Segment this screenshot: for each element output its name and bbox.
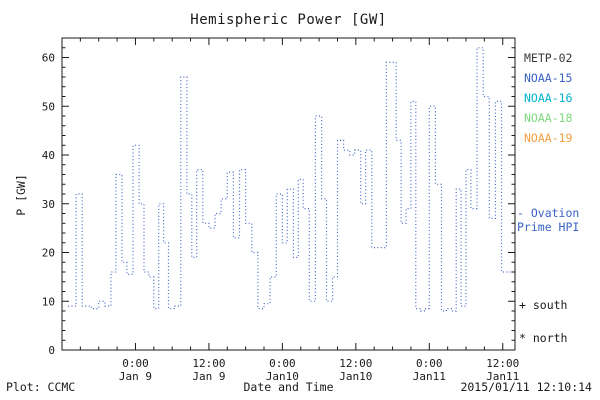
legend-item-noaa-16: NOAA-16 (524, 91, 573, 105)
svg-text:0:00: 0:00 (416, 357, 443, 370)
svg-text:50: 50 (42, 100, 55, 113)
svg-text:Jan 9: Jan 9 (192, 370, 225, 383)
svg-text:0:00: 0:00 (122, 357, 149, 370)
chart-title: Hemispheric Power [GW] (190, 12, 387, 28)
x-axis-label: Date and Time (243, 380, 334, 394)
svg-text:10: 10 (42, 295, 55, 308)
svg-text:60: 60 (42, 52, 55, 65)
plot-source-label: Plot: CCMC (6, 380, 76, 394)
svg-text:Jan 9: Jan 9 (119, 370, 152, 383)
legend-item-metp-02: METP-02 (524, 51, 573, 65)
timestamp-label: 2015/01/11 12:10:14 (460, 380, 592, 394)
svg-text:12:00: 12:00 (339, 357, 372, 370)
svg-text:30: 30 (42, 198, 55, 211)
svg-text:12:00: 12:00 (192, 357, 225, 370)
legend-item-noaa-19: NOAA-19 (524, 131, 573, 145)
legend: METP-02 NOAA-15 NOAA-16 NOAA-18 NOAA-19 (524, 48, 572, 148)
ovation-prime-hpi-annotation: - Ovation Prime HPI (517, 206, 579, 234)
svg-text:Jan11: Jan11 (486, 370, 519, 383)
svg-text:Jan11: Jan11 (413, 370, 446, 383)
svg-text:20: 20 (42, 247, 55, 260)
svg-text:0:00: 0:00 (269, 357, 296, 370)
svg-text:12:00: 12:00 (486, 357, 519, 370)
svg-text:40: 40 (42, 149, 55, 162)
legend-item-noaa-15: NOAA-15 (524, 71, 573, 85)
ovation-annotation-line2: Prime HPI (517, 220, 580, 234)
svg-text:Jan10: Jan10 (266, 370, 299, 383)
ovation-annotation-line1: - Ovation (517, 206, 580, 220)
south-marker-label: + south (519, 298, 568, 312)
svg-text:Jan10: Jan10 (339, 370, 372, 383)
north-marker-label: * north (519, 331, 568, 345)
svg-text:0: 0 (48, 344, 55, 357)
legend-item-noaa-18: NOAA-18 (524, 111, 573, 125)
